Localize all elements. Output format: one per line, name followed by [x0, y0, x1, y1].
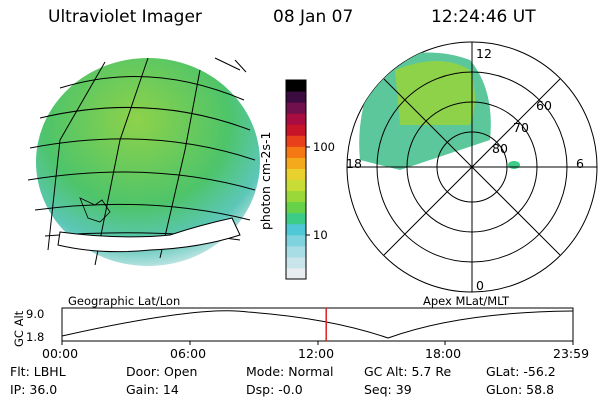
timeline-xtick-0: 00:00 [42, 346, 79, 361]
colorbar-segment [286, 146, 306, 158]
coastline [57, 217, 241, 253]
colorbar-segment [286, 135, 306, 147]
timeline-xtick-3: 18:00 [425, 346, 462, 361]
mlat-label-80: 80 [492, 141, 508, 156]
colorbar-frame [285, 79, 307, 280]
status-mode: Mode: Normal [246, 364, 334, 379]
globe-uv-image [36, 58, 260, 266]
time-label: 12:24:46 UT [431, 7, 536, 27]
colorbar-tick-10: 10 [313, 228, 328, 242]
status-glon: GLon: 58.8 [486, 382, 555, 397]
timeline-xtick-4: 23:59 [553, 346, 590, 361]
colorbar-segment [286, 179, 306, 192]
polar-map [346, 41, 598, 293]
colorbar-segment [286, 168, 306, 180]
colorbar-unit-label: photon cm-2s-1 [258, 131, 273, 230]
timeline [61, 307, 574, 345]
colorbar [285, 79, 310, 280]
colorbar-tick-100: 100 [313, 140, 335, 154]
colorbar-segment [286, 201, 306, 214]
left-map-title: Geographic Lat/Lon [68, 294, 181, 308]
mlt-diagonal-2 [383, 78, 561, 256]
status-flt: Flt: LBHL [10, 364, 66, 379]
status-seq: Seq: 39 [364, 382, 412, 397]
mlt-label-12: 12 [476, 46, 492, 61]
status-door: Door: Open [126, 364, 198, 379]
geographic-map [27, 57, 260, 266]
status-ip: IP: 36.0 [10, 382, 58, 397]
timeline-ytick-bottom: 1.8 [26, 330, 45, 344]
timeline-ylabel: GC Alt [12, 310, 26, 347]
timeline-xtick-2: 12:00 [298, 346, 335, 361]
colorbar-segment [286, 190, 306, 203]
altitude-curve [61, 310, 574, 339]
status-glat: GLat: -56.2 [486, 364, 556, 379]
colorbar-segment [286, 80, 306, 92]
colorbar-segment [286, 256, 306, 269]
timeline-xtick-1: 06:00 [170, 346, 207, 361]
colorbar-segment [286, 157, 306, 169]
colorbar-segment [286, 212, 306, 225]
status-gc-alt: GC Alt: 5.7 Re [364, 364, 452, 379]
polar-uv-highlight [395, 61, 475, 125]
mlt-label-6: 6 [576, 156, 584, 171]
status-dsp: Dsp: -0.0 [246, 382, 303, 397]
polar-map-title: Apex MLat/MLT [423, 294, 510, 308]
colorbar-segment [286, 113, 306, 125]
coastline-detail [79, 197, 111, 223]
colorbar-segment [286, 234, 306, 247]
timeline-ytick-top: 9.0 [26, 307, 45, 321]
colorbar-segment [286, 245, 306, 258]
colorbar-segment [286, 267, 306, 280]
instrument-title: Ultraviolet Imager [48, 7, 202, 27]
colorbar-segment [286, 124, 306, 136]
colorbar-segment [286, 91, 306, 103]
polar-uv-spot [508, 161, 520, 169]
mlat-label-60: 60 [536, 98, 552, 113]
mlat-label-70: 70 [513, 120, 529, 135]
status-gain: Gain: 14 [126, 382, 179, 397]
colorbar-segment [286, 223, 306, 236]
date-label: 08 Jan 07 [273, 7, 354, 27]
colorbar-segment [286, 102, 306, 114]
mlt-label-0: 0 [476, 278, 484, 293]
mlt-label-18: 18 [346, 156, 362, 171]
timeline-frame [61, 307, 574, 342]
